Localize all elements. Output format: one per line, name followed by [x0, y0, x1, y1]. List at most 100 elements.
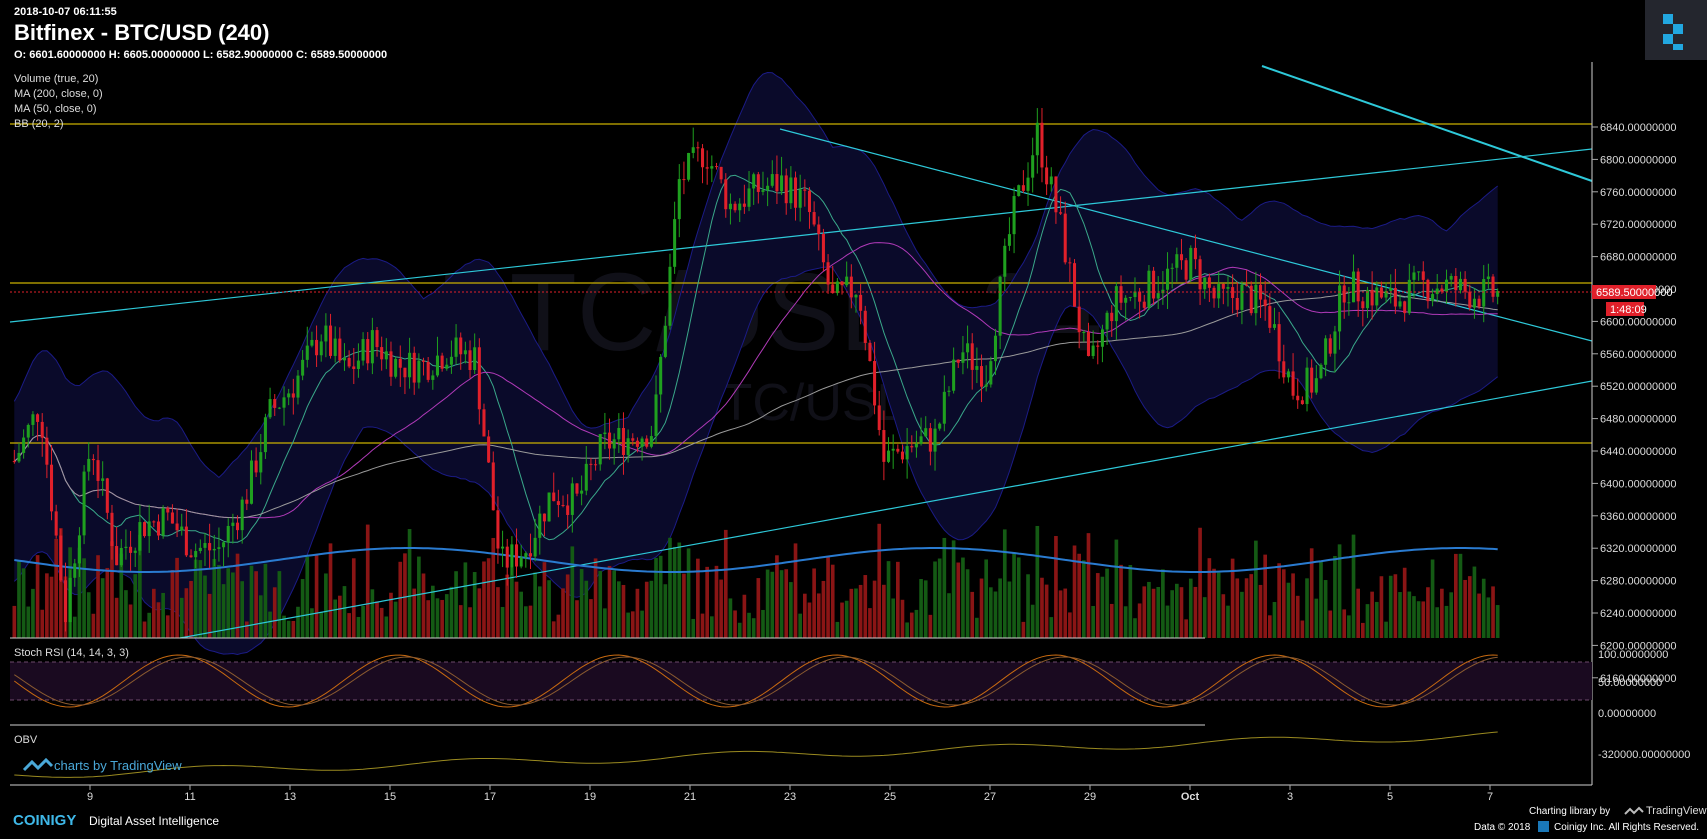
volume-bar: [961, 557, 965, 638]
volume-bar: [147, 612, 151, 638]
candle-body: [45, 437, 49, 465]
candle-body: [184, 526, 188, 556]
volume-bar: [305, 556, 310, 638]
time-tick-label: 21: [684, 791, 696, 803]
candle-body: [938, 423, 942, 429]
candle-body: [1482, 279, 1486, 307]
candle-body: [584, 463, 588, 491]
candle-body: [194, 551, 198, 558]
candle-body: [1035, 122, 1039, 156]
volume-bar: [1402, 567, 1407, 638]
volume-bar: [1077, 553, 1081, 638]
legend-bb[interactable]: BB (20, 2): [14, 118, 64, 130]
volume-bar: [314, 555, 319, 638]
volume-bar: [942, 537, 947, 638]
volume-bar: [403, 553, 407, 638]
candle-body: [877, 405, 881, 431]
tradingview-badge[interactable]: charts by TradingView: [22, 757, 182, 773]
volume-bar: [1170, 590, 1174, 638]
candle-body: [305, 345, 309, 360]
candle-body: [263, 417, 267, 453]
price-axis-ticks: 6840.00000000 6800.00000000 6760.00000000 6…: [1592, 122, 1676, 685]
candle-body: [533, 537, 537, 557]
volume-bar: [807, 602, 812, 638]
candle-body: [1245, 284, 1249, 286]
volume-bar: [733, 610, 737, 638]
tradingview-small-text[interactable]: TradingView: [1646, 805, 1707, 817]
candle-body: [277, 407, 281, 409]
rsi-band: [10, 662, 1592, 700]
legend-volume[interactable]: Volume (true, 20): [14, 73, 98, 85]
candle-body: [1342, 285, 1346, 303]
volume-bar: [1421, 601, 1426, 638]
volume-bar: [277, 571, 282, 638]
volume-bar: [1463, 579, 1467, 638]
candle-body: [1496, 291, 1500, 297]
volume-bar: [677, 542, 682, 638]
candle-body: [1175, 254, 1179, 268]
volume-bar: [1430, 559, 1435, 638]
volume-bar: [737, 622, 742, 638]
candle-body: [1328, 338, 1332, 354]
candle-body: [933, 428, 937, 452]
coinigy-corner-logo[interactable]: [1645, 0, 1707, 60]
volume-bar: [1435, 607, 1440, 638]
candle-body: [561, 504, 565, 506]
candle-body: [1361, 301, 1365, 309]
volume-bar: [742, 594, 747, 638]
candle-body: [1319, 364, 1323, 379]
time-tick-label: 9: [87, 791, 93, 803]
stoch-d-line: [14, 656, 1498, 706]
volume-bar: [514, 581, 519, 638]
price-tick-label: 6720.00000000: [1600, 219, 1676, 231]
tradingview-small-logo[interactable]: TradingView: [1624, 805, 1707, 817]
legend-ma200[interactable]: MA (200, close, 0): [14, 88, 103, 100]
candle-body: [752, 174, 756, 189]
candlesticks: [12, 107, 1500, 638]
volume-bar: [245, 621, 249, 638]
candle-body: [138, 522, 142, 551]
volume-bar: [1467, 576, 1472, 638]
candle-body: [291, 393, 295, 398]
time-tick-label: 7: [1487, 791, 1493, 803]
candle-body: [1468, 291, 1472, 308]
volume-bar: [1175, 583, 1179, 638]
candle-body: [1263, 299, 1267, 307]
volume-bar: [905, 622, 909, 638]
tradingview-text[interactable]: charts by TradingView: [54, 758, 182, 773]
volume-bar: [1030, 604, 1035, 638]
volume-bar: [1207, 558, 1212, 638]
stoch-rsi-lines: [14, 654, 1498, 708]
candle-body: [663, 325, 667, 357]
volume-bar: [86, 592, 91, 638]
volume-bar: [1044, 584, 1049, 638]
volume-bar: [1309, 548, 1314, 638]
candle-body: [1152, 270, 1156, 299]
volume-bar: [1277, 563, 1281, 638]
candle-body: [12, 461, 16, 463]
candle-body: [910, 446, 914, 448]
volume-bar: [365, 524, 370, 638]
volume-bar: [21, 568, 26, 638]
volume-bar: [1384, 621, 1388, 638]
candle-body: [1268, 306, 1272, 328]
volume-bar: [1426, 587, 1430, 638]
candle-body: [570, 483, 574, 515]
volume-bar: [217, 564, 221, 638]
candle-body: [217, 547, 221, 549]
bollinger-bands: [13, 71, 1499, 656]
volume-bar: [77, 547, 82, 638]
volume-bar: [1119, 564, 1123, 638]
legend-ma50[interactable]: MA (50, close, 0): [14, 103, 97, 115]
volume-bar: [533, 572, 537, 638]
volume-bar: [621, 584, 626, 638]
volume-bar: [547, 580, 551, 638]
coinigy-logo[interactable]: COINIGY: [13, 812, 76, 829]
candle-body: [1017, 185, 1021, 197]
candle-body: [245, 499, 249, 504]
time-tick-label: 13: [284, 791, 296, 803]
candle-body: [68, 577, 72, 623]
candle-body: [1077, 306, 1081, 333]
